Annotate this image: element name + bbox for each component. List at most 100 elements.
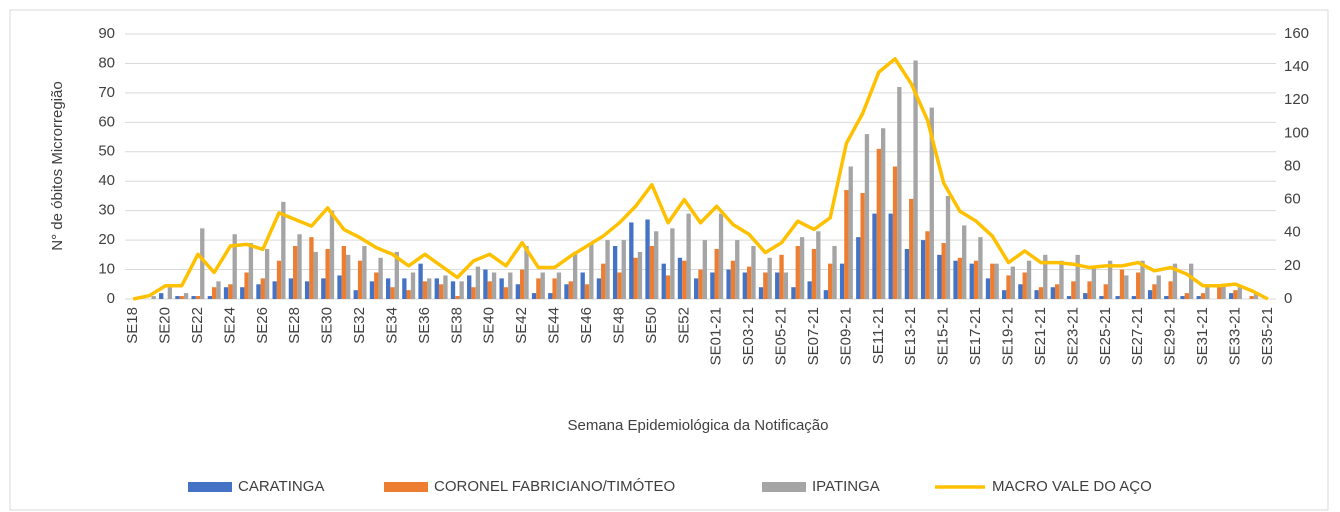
bar (1091, 266, 1097, 299)
y-tick-label: 20 (98, 231, 115, 248)
bar (751, 246, 756, 299)
bar (637, 251, 643, 299)
bar (872, 213, 877, 299)
legend-swatch (384, 482, 428, 492)
bar (540, 272, 545, 299)
bar (281, 201, 286, 299)
bar (418, 263, 423, 299)
bar (742, 272, 747, 299)
bar (763, 272, 768, 299)
bar (1071, 281, 1076, 299)
bar (402, 278, 407, 299)
bar (880, 128, 886, 299)
x-tick-label: SE48 (610, 307, 627, 344)
bar (645, 219, 650, 299)
bar (1172, 263, 1178, 299)
y-tick-label: 70 (98, 84, 115, 101)
x-tick-label: SE42 (513, 307, 530, 344)
bar (973, 260, 979, 299)
legend-swatch (762, 482, 806, 492)
bar (207, 296, 213, 299)
bar (362, 246, 367, 299)
bar (556, 272, 562, 299)
bar (767, 257, 772, 299)
bar (795, 246, 800, 299)
bar (475, 266, 481, 299)
x-tick-label: SE19-21 (999, 307, 1016, 365)
bar (1103, 284, 1108, 299)
bar (378, 257, 383, 299)
bar (605, 240, 610, 299)
bar (353, 290, 358, 299)
bar (357, 260, 363, 299)
x-tick-label: SE28 (286, 307, 303, 344)
x-tick-label: SE31-21 (1194, 307, 1211, 365)
bar (1006, 275, 1011, 299)
bar (1237, 287, 1242, 299)
bar (1147, 290, 1153, 299)
bar (276, 260, 282, 299)
bar (856, 237, 861, 299)
bar (568, 281, 573, 299)
bar (913, 60, 918, 299)
bar (410, 272, 416, 299)
bar (1075, 254, 1080, 299)
x-tick-label: SE38 (448, 307, 465, 344)
chart-border (9, 9, 1329, 511)
bar (394, 251, 399, 299)
bar (864, 134, 870, 299)
bar (520, 269, 525, 299)
x-tick-label: SE18 (124, 307, 141, 344)
y-tick-label: 0 (107, 290, 115, 307)
bar (183, 293, 189, 299)
bar (1164, 296, 1169, 299)
bar (665, 275, 671, 299)
bar (524, 246, 529, 299)
bar (256, 284, 261, 299)
bar (677, 257, 683, 299)
bar (811, 248, 817, 299)
bar (580, 272, 585, 299)
bar (758, 287, 764, 299)
bar (1107, 260, 1113, 299)
bar (293, 246, 298, 299)
bar (649, 246, 655, 299)
x-tick-label: SE50 (643, 307, 660, 344)
legend-label: CORONEL FABRICIANO/TIMÓTEO (434, 478, 675, 495)
bar (321, 278, 326, 299)
bar (337, 275, 342, 299)
y-tick-label: 40 (98, 172, 115, 189)
bar (167, 287, 173, 299)
x-tick-label: SE22 (189, 307, 206, 344)
bar (888, 213, 893, 299)
bar (200, 228, 205, 299)
x-tick-label: SE52 (675, 307, 692, 344)
bar (536, 278, 541, 299)
bar (1066, 296, 1072, 299)
bar (406, 290, 411, 299)
bar (1083, 293, 1088, 299)
bar (1184, 293, 1189, 299)
x-tick-label: SE25-21 (1097, 307, 1114, 365)
bar (548, 293, 553, 299)
bar (223, 287, 229, 299)
bar (1188, 263, 1194, 299)
bar (1022, 272, 1027, 299)
bar (730, 260, 736, 299)
bar (341, 246, 347, 299)
bar (1168, 281, 1173, 299)
bar (823, 290, 829, 299)
x-tick-label: SE26 (254, 307, 271, 344)
bar (1050, 287, 1055, 299)
x-tick-label: SE46 (578, 307, 595, 344)
bar (313, 251, 318, 299)
bar (969, 263, 974, 299)
bar (151, 296, 156, 299)
bar (552, 278, 557, 299)
x-tick-label: SE33-21 (1226, 307, 1243, 365)
bar (799, 237, 805, 299)
bar (962, 225, 967, 299)
bar (953, 260, 958, 299)
bar (1131, 296, 1137, 299)
bar (1043, 254, 1048, 299)
